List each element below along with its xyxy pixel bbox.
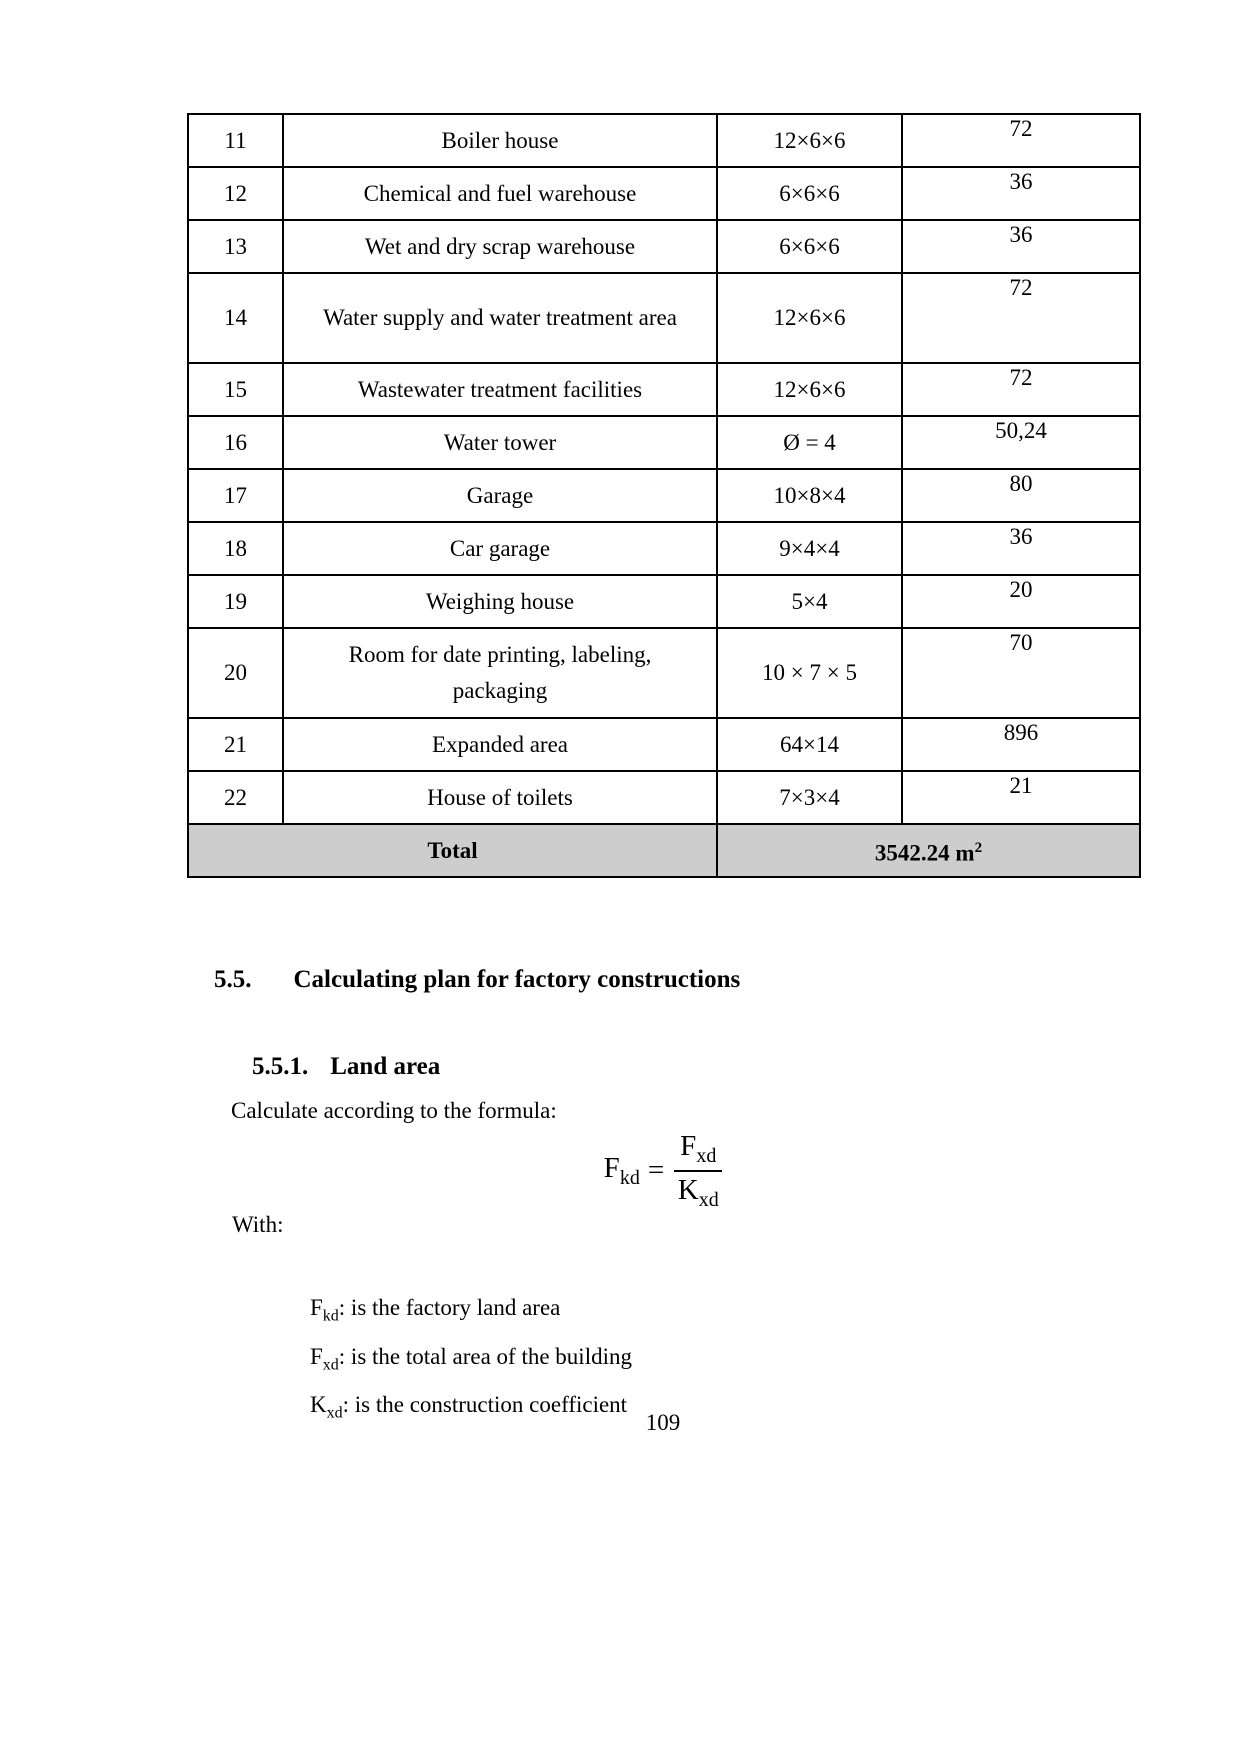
area-cell: 36 [901, 166, 1141, 221]
definition-line: Kxd: is the construction coefficient [310, 1392, 628, 1422]
dimensions-cell: 9×4×4 [716, 521, 903, 576]
building-name: Garage [466, 482, 534, 508]
table-row: 11 Boiler house 12×6×6 72 [187, 113, 1141, 168]
section-number: 5.5. [214, 966, 252, 993]
row-number-cell: 16 [187, 415, 284, 470]
total-value: 3542.24 m [874, 840, 975, 866]
row-number-cell: 19 [187, 574, 284, 629]
building-name-cell: Garage [282, 468, 718, 523]
building-name: House of toilets [427, 784, 573, 810]
intro-paragraph: Calculate according to the formula: [231, 1098, 557, 1123]
building-name: Boiler house [441, 127, 559, 153]
area-cell: 72 [901, 272, 1141, 364]
table-row: 13 Wet and dry scrap warehouse 6×6×6 36 [187, 219, 1141, 274]
formula: Fkd = Fxd Kxd [187, 1130, 1139, 1212]
equals-sign: = [647, 1154, 665, 1187]
building-name: Water supply and water treatment area [323, 305, 677, 330]
table-row: 19 Weighing house 5×4 20 [187, 574, 1141, 629]
buildings-table: 11 Boiler house 12×6×6 72 12 Chemical an… [187, 113, 1141, 878]
total-row: Total 3542.24 m2 [187, 823, 1141, 878]
building-name: Car garage [449, 535, 551, 561]
with-label: With: [232, 1212, 284, 1237]
dimensions-cell: 5×4 [716, 574, 903, 629]
dimensions-cell: 6×6×6 [716, 166, 903, 221]
dimensions-cell: 6×6×6 [716, 219, 903, 274]
area-cell: 36 [901, 521, 1141, 576]
building-name-cell: Car garage [282, 521, 718, 576]
building-name: Wet and dry scrap warehouse [364, 233, 636, 259]
page-number: 109 [645, 1410, 681, 1435]
row-number-cell: 14 [187, 272, 284, 364]
building-name-cell: Weighing house [282, 574, 718, 629]
fraction-denominator: Kxd [677, 1173, 719, 1211]
row-number-cell: 21 [187, 717, 284, 772]
row-number-cell: 15 [187, 362, 284, 417]
building-name-cell: Wastewater treatment facilities [282, 362, 718, 417]
table-row: 18 Car garage 9×4×4 36 [187, 521, 1141, 576]
total-label-cell: Total [187, 823, 718, 878]
formula-lhs: Fkd [603, 1151, 640, 1189]
area-cell: 80 [901, 468, 1141, 523]
building-name-cell: Water supply and water treatment area [282, 272, 718, 364]
row-number-cell: 17 [187, 468, 284, 523]
dimensions-cell: 12×6×6 [716, 362, 903, 417]
row-number-cell: 12 [187, 166, 284, 221]
building-name-cell: Room for date printing, labeling, packag… [282, 627, 718, 719]
total-value-cell: 3542.24 m2 [716, 823, 1141, 878]
definition-line: Fkd: is the factory land area [310, 1295, 561, 1325]
area-cell: 36 [901, 219, 1141, 274]
section-title: Calculating plan for factory constructio… [293, 966, 741, 993]
dimensions-cell: Ø = 4 [716, 415, 903, 470]
building-name-cell: Boiler house [282, 113, 718, 168]
table-row: 20 Room for date printing, labeling, pac… [187, 627, 1141, 719]
fraction: Fxd Kxd [674, 1130, 723, 1212]
area-cell: 20 [901, 574, 1141, 629]
building-name: Water tower [443, 429, 557, 455]
row-number-cell: 13 [187, 219, 284, 274]
subsection-heading: 5.5.1. Land area [252, 1053, 440, 1081]
building-name-cell: House of toilets [282, 770, 718, 825]
table-row: 12 Chemical and fuel warehouse 6×6×6 36 [187, 166, 1141, 221]
dimensions-cell: 7×3×4 [716, 770, 903, 825]
table-row: 22 House of toilets 7×3×4 21 [187, 770, 1141, 825]
subsection-title: Land area [330, 1053, 441, 1080]
total-value-superscript: 2 [974, 839, 983, 856]
dimensions-cell: 12×6×6 [716, 113, 903, 168]
section-heading: 5.5. Calculating plan for factory constru… [214, 966, 740, 994]
area-cell: 50,24 [901, 415, 1141, 470]
table-row: 17 Garage 10×8×4 80 [187, 468, 1141, 523]
table-row: 21 Expanded area 64×14 896 [187, 717, 1141, 772]
building-name-cell: Water tower [282, 415, 718, 470]
table-row: 15 Wastewater treatment facilities 12×6×… [187, 362, 1141, 417]
building-name: Weighing house [425, 588, 575, 614]
dimensions-cell: 10×8×4 [716, 468, 903, 523]
building-name-cell: Chemical and fuel warehouse [282, 166, 718, 221]
area-cell: 21 [901, 770, 1141, 825]
dimensions-cell: 64×14 [716, 717, 903, 772]
dimensions-cell: 10 × 7 × 5 [716, 627, 903, 719]
building-name: Wastewater treatment facilities [357, 376, 643, 402]
row-number-cell: 22 [187, 770, 284, 825]
area-cell: 70 [901, 627, 1141, 719]
row-number-cell: 11 [187, 113, 284, 168]
subsection-number: 5.5.1. [252, 1053, 309, 1080]
building-name: Room for date printing, labeling, packag… [348, 642, 652, 703]
area-cell: 72 [901, 362, 1141, 417]
table-row: 16 Water tower Ø = 4 50,24 [187, 415, 1141, 470]
dimensions-cell: 12×6×6 [716, 272, 903, 364]
building-name: Chemical and fuel warehouse [363, 180, 637, 206]
row-number-cell: 20 [187, 627, 284, 719]
area-cell: 72 [901, 113, 1141, 168]
fraction-numerator: Fxd [674, 1130, 723, 1172]
building-name-cell: Expanded area [282, 717, 718, 772]
row-number-cell: 18 [187, 521, 284, 576]
definitions-list: Fkd: is the factory land area Fxd: is th… [310, 1288, 632, 1434]
building-name-cell: Wet and dry scrap warehouse [282, 219, 718, 274]
definition-line: Fxd: is the total area of the building [310, 1343, 632, 1374]
area-cell: 896 [901, 717, 1141, 772]
table-row: 14 Water supply and water treatment area… [187, 272, 1141, 364]
building-name: Expanded area [431, 731, 568, 757]
